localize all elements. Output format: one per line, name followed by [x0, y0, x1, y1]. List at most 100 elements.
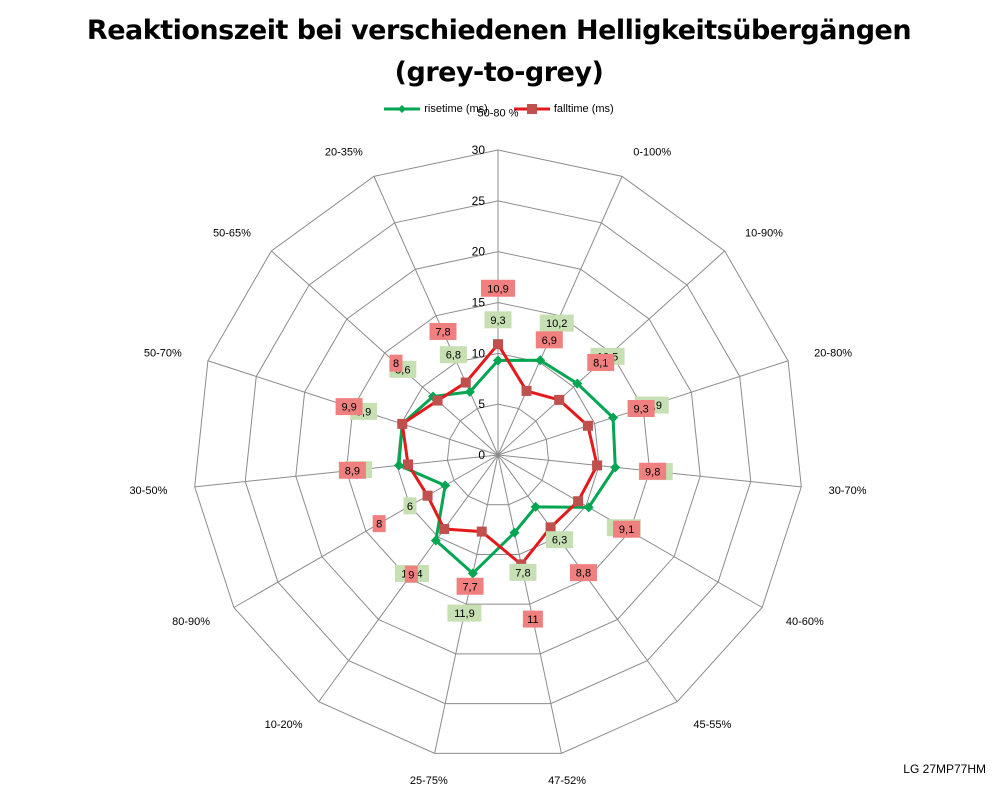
grid-spoke [233, 454, 499, 608]
data-point-falltime [592, 460, 603, 471]
chart-title-line-2: (grey-to-grey) [394, 57, 604, 88]
data-point-risetime [440, 480, 451, 491]
data-label-falltime: 9 [408, 569, 414, 581]
data-label-falltime: 9,9 [341, 402, 356, 414]
data-label-risetime: 6,3 [552, 535, 567, 547]
data-label-risetime: 6 [407, 501, 413, 513]
category-label: 50-80 % [478, 108, 519, 120]
category-label: 40-60% [786, 616, 824, 628]
data-label-bg-falltime [456, 577, 484, 595]
data-point-falltime [422, 490, 433, 501]
data-point-risetime [610, 462, 621, 473]
legend-label-falltime: falltime (ms) [553, 103, 614, 115]
category-label: 80-90% [172, 616, 210, 628]
grid-ring [295, 251, 701, 655]
grid-ring [446, 403, 550, 506]
data-label-falltime: 7,7 [462, 581, 477, 593]
data-point-falltime [545, 522, 556, 533]
data-label-falltime: 11 [527, 614, 538, 626]
category-label: 10-90% [745, 228, 783, 240]
legend-entry-risetime: risetime (ms) [384, 101, 488, 117]
data-point-risetime [530, 501, 541, 512]
legend-entry-falltime: falltime (ms) [513, 101, 614, 117]
data-point-risetime [608, 412, 619, 423]
radial-tick-label: 10 [472, 346, 486, 360]
data-point-risetime [583, 502, 594, 513]
data-label-bg-risetime [539, 314, 574, 332]
data-label-bg-falltime [535, 331, 563, 349]
category-label: 30-50% [129, 485, 167, 497]
category-label: 0-100% [633, 146, 671, 158]
data-label-bg-falltime [404, 565, 418, 583]
data-point-falltime [460, 377, 471, 388]
data-label-risetime: 9,3 [490, 315, 505, 327]
series-line-risetime [397, 358, 617, 575]
data-label-bg-falltime [372, 515, 386, 533]
data-label-bg-falltime [522, 610, 543, 628]
grid-spoke [271, 250, 499, 456]
category-label: 25-75% [410, 775, 448, 786]
grid-spoke [434, 454, 499, 754]
data-label-falltime: 10,9 [487, 283, 508, 295]
radial-tick-label: 15 [472, 296, 486, 310]
data-label-falltime: 8,1 [593, 357, 608, 369]
grid-spoke [373, 176, 499, 456]
data-label-bg-risetime [546, 531, 574, 549]
data-point-falltime [573, 496, 584, 507]
data-label-falltime: 9,1 [619, 524, 634, 536]
chart-title: Reaktionszeit bei verschiedenen Helligke… [0, 10, 998, 94]
data-point-falltime [554, 394, 565, 405]
data-label-falltime: 6,9 [542, 335, 557, 347]
data-point-falltime [403, 459, 414, 470]
data-label-bg-risetime [509, 563, 537, 581]
radial-tick-label: 0 [478, 448, 485, 462]
data-point-falltime [493, 339, 503, 350]
category-label: 20-35% [325, 146, 363, 158]
data-label-risetime: 7,8 [515, 567, 530, 579]
data-point-falltime [476, 526, 487, 537]
legend-swatch-falltime [513, 104, 550, 114]
data-label-bg-falltime [481, 279, 515, 297]
data-point-risetime [393, 460, 404, 471]
data-label-falltime: 8 [376, 519, 382, 531]
data-point-risetime [535, 355, 546, 366]
data-label-bg-risetime [403, 497, 417, 515]
data-label-bg-falltime [429, 322, 457, 340]
category-label: 45-55% [693, 719, 731, 731]
series-line-falltime [400, 342, 599, 566]
radial-tick-label: 20 [472, 245, 486, 259]
category-label: 50-70% [144, 347, 182, 359]
grid-ring [244, 200, 752, 705]
legend-swatch-risetime [384, 105, 421, 113]
data-label-falltime: 8,9 [345, 465, 360, 477]
grid-ring [396, 352, 600, 555]
category-label: 47-52% [548, 775, 586, 786]
data-label-bg-falltime [389, 354, 403, 372]
data-point-falltime [582, 420, 593, 431]
data-label-falltime: 9,3 [633, 404, 648, 416]
data-label-bg-falltime [338, 461, 366, 479]
data-label-risetime: 6,8 [446, 350, 461, 362]
grid-spoke [497, 454, 562, 754]
data-label-bg-risetime [484, 311, 512, 329]
data-point-risetime [493, 355, 503, 366]
data-label-falltime: 7,8 [435, 326, 450, 338]
category-label: 50-65% [213, 228, 251, 240]
data-label-bg-falltime [587, 353, 615, 371]
data-label-bg-falltime [335, 398, 363, 416]
data-point-falltime [397, 418, 408, 429]
data-label-bg-risetime [439, 346, 467, 364]
category-label: 30-70% [829, 485, 867, 497]
data-point-falltime [432, 395, 443, 406]
legend: risetime (ms) falltime (ms) [0, 101, 998, 117]
data-label-bg-falltime [639, 462, 667, 480]
data-label-bg-falltime [569, 564, 597, 582]
radial-tick-label: 25 [472, 194, 486, 208]
data-point-risetime [572, 378, 583, 389]
data-point-falltime [439, 524, 450, 535]
data-label-risetime: 11,9 [454, 608, 475, 620]
data-label-risetime: 10,2 [546, 318, 567, 330]
grid-ring [194, 149, 802, 754]
data-label-falltime: 9,8 [645, 466, 660, 478]
